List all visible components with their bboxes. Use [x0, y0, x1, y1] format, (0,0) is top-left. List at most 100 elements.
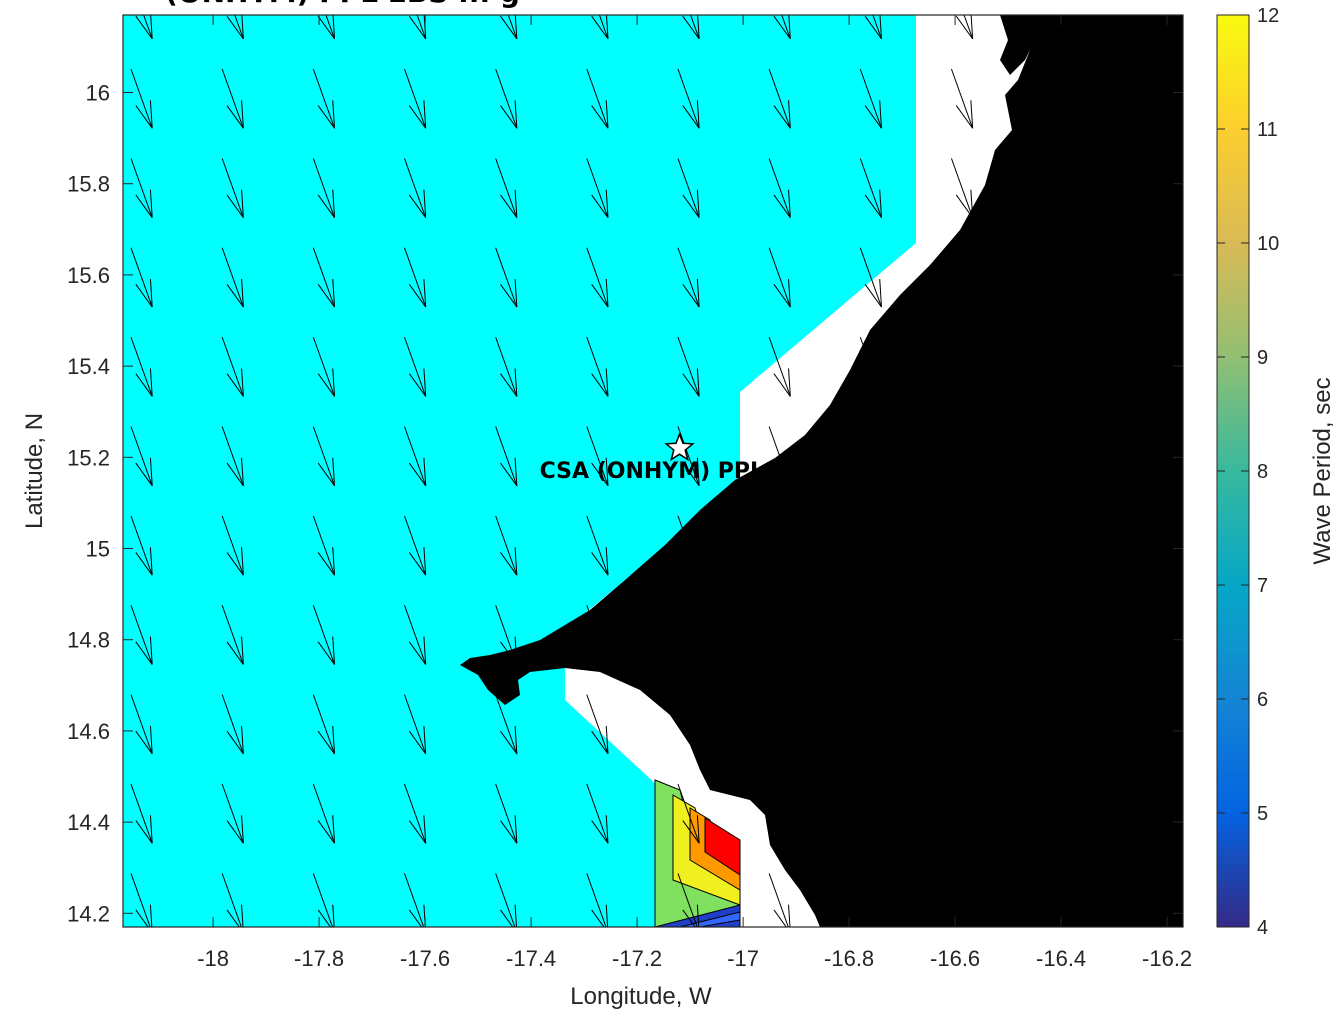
wave-arrow: [1133, 605, 1156, 665]
wave-arrow: [130, 426, 153, 487]
wave-arrow: [312, 247, 336, 308]
wave-arrow: [677, 336, 700, 397]
wave-arrow: [768, 605, 791, 665]
wave-arrow: [955, 15, 974, 40]
station-star: [664, 432, 695, 462]
y-tick-label: 15.6: [67, 263, 110, 288]
wave-arrow: [221, 873, 244, 927]
x-tick-label: -18: [197, 946, 229, 971]
map-plot-area: [123, 15, 1183, 927]
wave-arrow: [404, 515, 427, 576]
wave-arrow: [135, 15, 153, 40]
wave-arrow: [950, 873, 973, 927]
wave-arrow: [1133, 515, 1156, 576]
wave-arrow: [312, 426, 336, 487]
wave-arrow: [1042, 68, 1065, 129]
wave-arrow: [586, 783, 609, 844]
wave-arrow: [950, 68, 974, 129]
wave-arrow: [495, 515, 518, 576]
wave-arrow: [773, 15, 791, 40]
wave-arrow: [221, 426, 244, 487]
wave-arrow: [677, 694, 700, 755]
y-tick-label: 15.4: [67, 354, 110, 379]
wave-arrow: [859, 515, 882, 576]
wave-arrow: [768, 873, 791, 927]
x-tick-label: -16.6: [930, 946, 980, 971]
x-axis-label: Longitude, W: [570, 983, 712, 1010]
x-tick-label: -16.2: [1142, 946, 1192, 971]
y-tick-label: 15: [86, 537, 110, 562]
wave-arrow: [677, 426, 700, 487]
wave-arrow: [1133, 426, 1156, 487]
wave-arrow: [1133, 68, 1156, 129]
wave-arrow: [1133, 247, 1156, 308]
wave-arrow: [130, 68, 153, 129]
wave-arrow: [950, 426, 974, 487]
colorbar-tick-label: 9: [1257, 347, 1268, 369]
wave-arrow: [586, 426, 609, 487]
wave-arrow: [859, 605, 882, 665]
wave-arrow: [221, 68, 244, 129]
wave-arrow: [312, 68, 336, 129]
wave-arrow: [950, 605, 974, 665]
contour-patch: [654, 779, 741, 927]
wave-arrow: [586, 247, 609, 308]
wave-arrow: [950, 515, 974, 576]
wave-arrow: [1042, 873, 1064, 927]
land-mass: [460, 15, 1183, 927]
wave-arrow: [950, 336, 974, 397]
colorbar-tick-label: 7: [1257, 575, 1268, 597]
wave-arrow: [859, 158, 882, 218]
wave-arrow: [495, 694, 518, 755]
wave-arrow: [130, 873, 153, 927]
wave-arrow: [221, 158, 244, 218]
wave-arrow: [1047, 15, 1065, 40]
wave-arrow: [130, 605, 153, 665]
wave-arrow: [586, 515, 609, 576]
wave-arrow: [768, 426, 791, 487]
colorbar-label: Wave Period, sec: [1309, 377, 1336, 564]
wave-arrow: [677, 515, 700, 576]
wave-arrow: [950, 247, 974, 308]
wave-arrow: [404, 158, 427, 218]
x-tick-label: -16.4: [1036, 946, 1086, 971]
wave-arrow: [586, 694, 609, 755]
x-tick-label: -17: [727, 946, 759, 971]
wave-arrow: [768, 336, 791, 397]
wave-arrow: [1133, 783, 1156, 844]
wave-arrow: [859, 68, 882, 129]
wave-arrow: [950, 783, 974, 844]
x-axis-ticks: -18 -17.8 -17.6 -17.4 -17.2 -17 -16.8 -16.6 -16.…: [197, 15, 1192, 971]
wave-arrow: [859, 873, 882, 927]
x-tick-label: -17.2: [612, 946, 662, 971]
wave-arrow: [317, 15, 336, 40]
wave-arrow: [404, 247, 427, 308]
wave-arrow: [130, 694, 153, 755]
wave-arrow: [1133, 694, 1156, 755]
wave-arrow: [864, 15, 882, 40]
wave-arrow: [859, 247, 882, 308]
wave-arrow: [495, 605, 518, 665]
wave-arrow: [768, 247, 791, 308]
wave-arrow: [404, 783, 427, 844]
wave-arrow: [495, 873, 517, 927]
wave-arrow: [768, 68, 791, 129]
wave-arrow: [1133, 873, 1156, 927]
wave-arrow: [312, 158, 336, 218]
wave-arrow: [312, 783, 336, 844]
wave-arrow: [591, 15, 609, 40]
x-tick-label: -16.8: [824, 946, 874, 971]
wave-arrow: [586, 336, 609, 397]
x-tick-label: -17.4: [506, 946, 556, 971]
y-tick-label: 14.6: [67, 719, 110, 744]
wave-arrow: [221, 694, 244, 755]
wave-arrow: [495, 426, 518, 487]
wave-arrow: [1042, 783, 1065, 844]
wave-arrow: [950, 694, 974, 755]
wave-arrow: [130, 336, 153, 397]
wave-arrow: [495, 783, 518, 844]
wave-arrow: [312, 336, 336, 397]
colorbar-ticks: 4 5 6 7 8 9 10 11 12: [1217, 5, 1279, 939]
colorbar-tick-label: 5: [1257, 803, 1268, 825]
